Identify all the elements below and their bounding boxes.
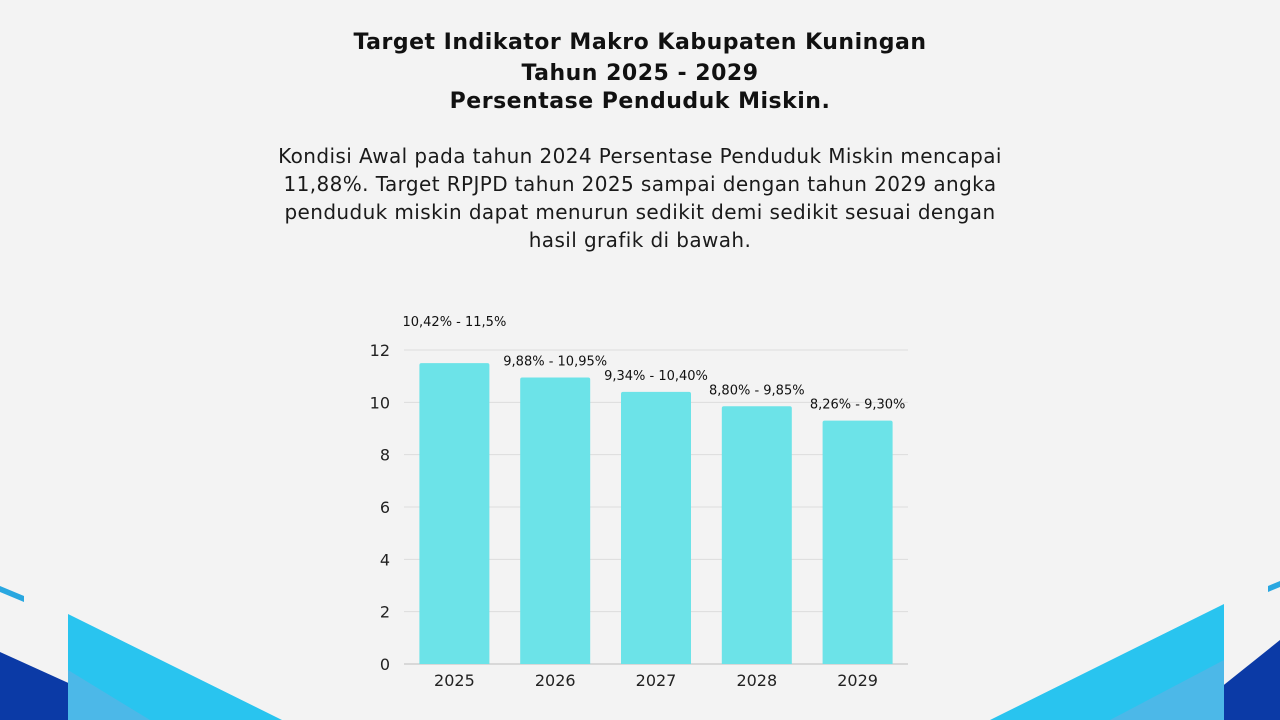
y-tick-label: 8: [380, 446, 390, 465]
data-label: 8,26% - 9,30%: [810, 398, 906, 413]
bar: [721, 406, 792, 664]
x-tick-label: 2028: [736, 671, 777, 690]
x-tick-label: 2026: [535, 671, 576, 690]
y-tick-label: 10: [370, 393, 390, 412]
data-label: 9,88% - 10,95%: [503, 354, 607, 369]
left-light-blue-triangle: [68, 614, 282, 720]
page-title-line-3: Persentase Penduduk Miskin.: [449, 89, 831, 114]
bar: [621, 391, 691, 664]
y-tick-label: 12: [370, 341, 390, 360]
left-light-blue-accent: [68, 670, 150, 720]
page-title-line-2: Tahun 2025 - 2029: [521, 61, 759, 86]
x-tick-label: 2025: [434, 671, 475, 690]
right-light-blue-accent: [1110, 660, 1224, 720]
x-tick-label: 2029: [837, 671, 878, 690]
page-title-line-1: Target Indikator Makro Kabupaten Kuninga…: [353, 30, 927, 55]
y-tick-label: 4: [380, 550, 390, 569]
y-tick-label: 6: [380, 498, 390, 517]
y-tick-label: 2: [380, 603, 390, 622]
bar: [822, 420, 893, 664]
left-edge-stripe: [0, 586, 24, 602]
data-label: 8,80% - 9,85%: [709, 383, 805, 398]
y-tick-label: 0: [380, 655, 390, 674]
data-label: 9,34% - 10,40%: [604, 369, 708, 384]
bar: [520, 377, 591, 664]
right-edge-stripe: [1268, 581, 1280, 592]
bar: [419, 363, 490, 664]
data-label: 10,42% - 11,5%: [402, 315, 506, 330]
description-text: Kondisi Awal pada tahun 2024 Persentase …: [278, 144, 1002, 252]
x-tick-label: 2027: [636, 671, 677, 690]
